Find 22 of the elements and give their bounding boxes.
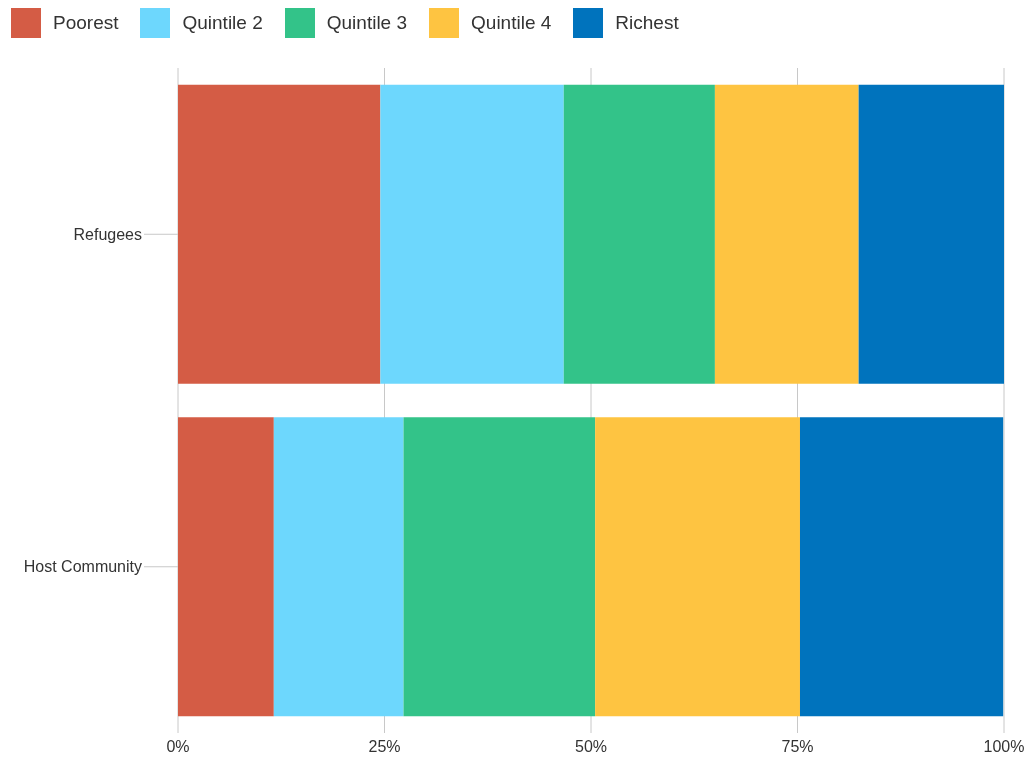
- x-tick-label: 25%: [368, 738, 401, 756]
- legend-label: Quintile 3: [326, 12, 408, 34]
- y-tick-label: Host Community: [23, 558, 142, 576]
- legend-label: Quintile 2: [182, 12, 263, 34]
- legend-label: Richest: [615, 12, 679, 34]
- x-tick-label: 75%: [781, 738, 814, 756]
- bar: [403, 417, 596, 717]
- bar: [799, 417, 1004, 717]
- bar: [595, 417, 800, 717]
- legend-label: Quintile 4: [471, 12, 552, 34]
- bar: [714, 84, 859, 384]
- legend-label: Poorest: [53, 12, 119, 34]
- bar: [178, 84, 381, 384]
- x-tick-label: 0%: [166, 738, 190, 756]
- x-tick-label: 50%: [574, 738, 608, 756]
- x-tick-label: 100%: [983, 738, 1025, 756]
- y-tick-label: Refugees: [73, 225, 142, 243]
- bar: [858, 84, 1004, 384]
- bar: [563, 84, 715, 384]
- bar: [380, 84, 564, 384]
- bar: [273, 417, 404, 717]
- bar: [178, 417, 274, 717]
